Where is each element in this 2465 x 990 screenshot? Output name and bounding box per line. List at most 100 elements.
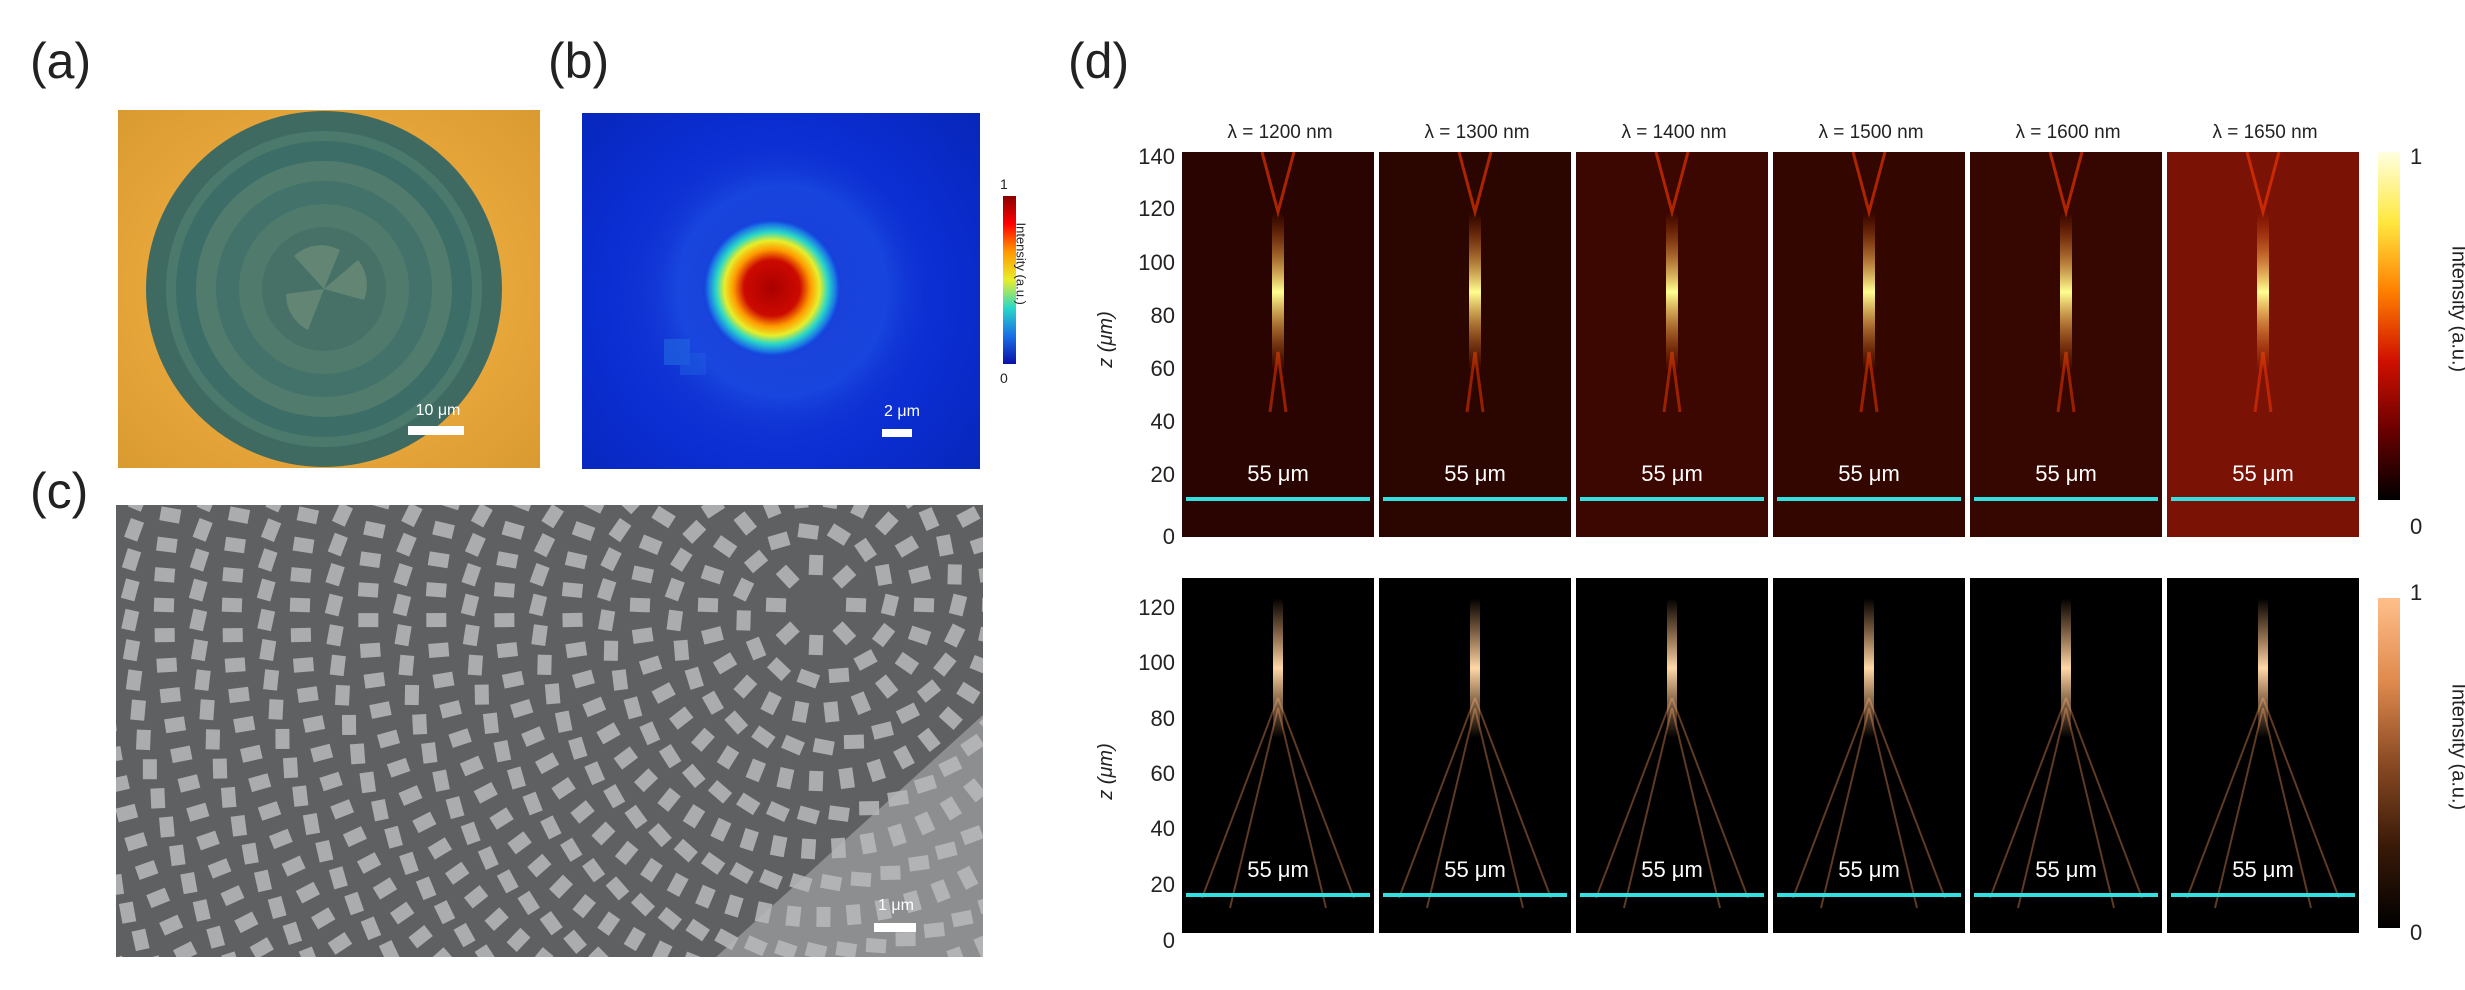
nanofin <box>638 655 663 675</box>
nanofin <box>561 582 584 598</box>
nanofin <box>412 713 428 735</box>
nanofin <box>531 624 548 646</box>
nanofin <box>582 696 607 718</box>
bottom-colorbar-min: 0 <box>2410 920 2423 945</box>
nanofin <box>489 807 514 830</box>
nanofin <box>551 777 576 800</box>
nanofin <box>913 597 935 613</box>
beam-profile <box>2186 598 2340 909</box>
nanofin <box>712 535 738 559</box>
nanofin <box>506 766 526 790</box>
nanofin <box>657 787 681 812</box>
intensity-map: 55 μm <box>1576 578 1768 933</box>
nanofin <box>328 866 348 890</box>
nanofin <box>939 796 963 821</box>
nanofin <box>396 532 417 557</box>
nanofin <box>743 935 768 957</box>
width-arrow <box>1383 893 1567 897</box>
nanofin <box>808 770 824 792</box>
nanofin <box>359 642 381 658</box>
nanofin <box>501 670 525 689</box>
nanofin <box>257 608 276 632</box>
bottom-colorbar <box>2378 598 2400 928</box>
nanofin <box>224 536 246 554</box>
nanofin <box>679 951 701 957</box>
nanofin <box>474 684 490 705</box>
nanofin <box>433 900 456 925</box>
nanofin <box>159 914 184 936</box>
nanofin <box>522 791 543 816</box>
nanofin <box>404 684 420 706</box>
nanofin <box>517 890 540 916</box>
nanofin <box>845 904 862 926</box>
nanofin <box>344 891 365 916</box>
nanofin <box>496 869 519 894</box>
nanofin <box>603 640 619 661</box>
nanofin <box>792 505 809 509</box>
nanofin <box>754 901 773 924</box>
colorbar-b-label: Intensity (a.u.) <box>1013 222 1029 305</box>
panel-label-a: (a) <box>30 33 92 89</box>
width-arrow <box>1974 497 2158 501</box>
nanofin <box>432 671 455 689</box>
nanofin <box>685 918 710 942</box>
nanofin <box>477 846 499 870</box>
nanofin <box>611 669 629 691</box>
bottom-y-tick: 100 <box>1138 650 1175 675</box>
nanofin <box>398 785 423 806</box>
nanofin <box>249 937 274 957</box>
nanofin <box>146 887 171 909</box>
bottom-y-tick: 80 <box>1150 706 1175 731</box>
nanofin <box>785 905 802 927</box>
metalens-disc-illustration <box>146 111 502 467</box>
nanofin <box>769 834 788 858</box>
nanofin <box>733 511 757 536</box>
beam-profile <box>2048 152 2084 413</box>
nanofin <box>359 551 382 568</box>
nanofin <box>600 547 622 572</box>
nanofin <box>186 802 210 822</box>
nanofin <box>759 868 783 890</box>
nanofin <box>822 505 841 510</box>
nanofin <box>189 608 208 632</box>
nanofin <box>296 686 319 703</box>
top-y-tick: 100 <box>1138 250 1175 275</box>
scale-bar-c <box>874 923 916 932</box>
intensity-map: 55 μm <box>1970 578 2162 933</box>
nanofin <box>222 627 243 643</box>
nanofin <box>760 505 782 519</box>
nanofin <box>775 564 800 589</box>
nanofin <box>398 654 415 676</box>
nanofin <box>648 822 672 848</box>
nanofin <box>527 853 552 878</box>
nanofin <box>630 892 656 917</box>
nanofin <box>564 551 588 570</box>
nanofin <box>327 932 353 955</box>
nanofin <box>537 654 552 676</box>
nanofin <box>220 885 245 907</box>
beam-profile <box>1851 152 1887 413</box>
nanofin <box>571 521 596 541</box>
nanofin <box>894 651 920 675</box>
nanofin <box>605 876 630 901</box>
nanofin <box>596 722 621 745</box>
nanofin <box>701 626 724 645</box>
nanofin <box>177 774 201 793</box>
nanofin <box>669 706 694 730</box>
beam-profile <box>1989 598 2143 909</box>
nanofin <box>930 879 951 903</box>
nanofin <box>192 518 213 542</box>
nanofin <box>850 691 872 716</box>
nanofin <box>363 520 386 539</box>
nanofin <box>657 906 683 931</box>
nanofin <box>913 774 938 794</box>
nanofin <box>533 533 556 558</box>
nanofin <box>173 941 198 957</box>
nanofin <box>956 681 981 705</box>
nanofin <box>122 639 141 662</box>
nanofin <box>938 706 963 730</box>
nanofin <box>832 564 857 589</box>
nanofin <box>282 757 299 779</box>
width-arrow <box>1580 497 1764 501</box>
beam-profile <box>2245 152 2281 413</box>
